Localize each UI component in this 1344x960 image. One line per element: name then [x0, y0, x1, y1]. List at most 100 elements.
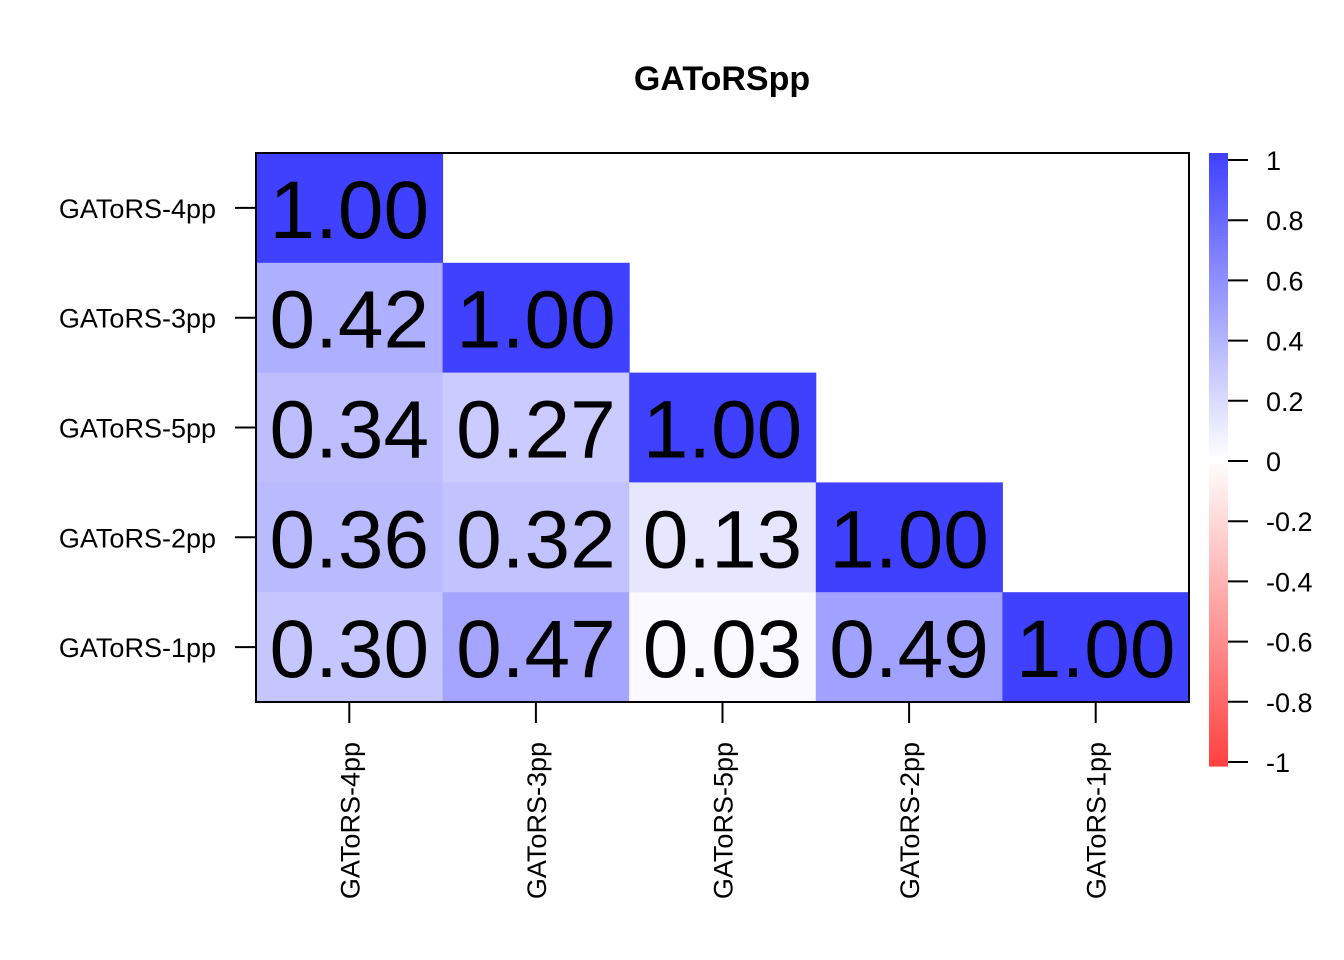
colorbar-segment [1209, 594, 1228, 599]
colorbar-segment [1209, 710, 1228, 715]
colorbar-segment [1209, 297, 1228, 301]
colorbar-segment [1209, 422, 1228, 427]
y-axis: GAToRS-4pp GAToRS-3pp GAToRS-5pp GAToRS-2pp… [59, 194, 256, 663]
colorbar-segment [1209, 156, 1228, 160]
colorbar-tick-label: 0.8 [1266, 206, 1304, 236]
y-tick-label: GAToRS-5pp [59, 414, 216, 444]
colorbar-segment [1209, 606, 1228, 611]
colorbar-segment [1209, 585, 1228, 589]
colorbar-segment [1209, 195, 1228, 200]
colorbar-segment [1209, 716, 1228, 721]
colorbar-segment [1209, 281, 1228, 286]
colorbar-segment [1209, 756, 1228, 761]
colorbar-segment [1209, 551, 1228, 556]
heatmap-cell [815, 592, 1003, 703]
colorbar-segment [1209, 747, 1228, 752]
colorbar-segment [1209, 367, 1228, 372]
colorbar-segment [1209, 346, 1228, 350]
colorbar-segment [1209, 744, 1228, 749]
colorbar-segment [1209, 462, 1228, 467]
cell-value-label: 0.32 [456, 494, 616, 585]
cell-value-label: 1.00 [643, 385, 803, 476]
chart-title: GAToRSpp [634, 60, 810, 98]
colorbar-segment [1209, 750, 1228, 755]
heatmap-cell [256, 372, 444, 483]
colorbar-segment [1209, 248, 1228, 252]
colorbar-segment [1209, 496, 1228, 500]
colorbar-tick-label: -0.4 [1266, 567, 1313, 597]
colorbar-segment [1209, 490, 1228, 494]
colorbar-segment [1209, 686, 1228, 690]
colorbar-segment [1209, 349, 1228, 353]
colorbar-tick-label: -0.2 [1266, 507, 1313, 537]
colorbar-segment [1209, 692, 1228, 697]
colorbar-tick-label: 0.6 [1266, 266, 1304, 296]
colorbar-segment [1209, 180, 1228, 185]
colorbar-tick-label: 0.2 [1266, 387, 1304, 417]
colorbar-segment [1209, 474, 1228, 479]
colorbar-segment [1209, 352, 1228, 356]
colorbar-segment [1209, 306, 1228, 310]
colorbar-segment [1209, 441, 1228, 445]
y-tick-label: GAToRS-1pp [59, 633, 216, 663]
colorbar-segment [1209, 517, 1228, 522]
heatmap-cell [629, 592, 817, 703]
heatmap-cell [629, 372, 817, 483]
colorbar-segment [1209, 732, 1228, 736]
colorbar-segment [1209, 309, 1228, 313]
heatmap-cell [442, 262, 630, 374]
colorbar-segment [1209, 487, 1228, 491]
cell-value-label: 1.00 [829, 494, 989, 585]
colorbar-segment [1209, 324, 1228, 329]
colorbar-segment [1209, 266, 1228, 271]
colorbar-segment [1209, 413, 1228, 418]
colorbar-segment [1209, 621, 1228, 626]
colorbar-segment [1209, 205, 1228, 209]
colorbar-segment [1209, 533, 1228, 537]
colorbar-segment [1209, 563, 1228, 568]
colorbar-segment [1209, 330, 1228, 335]
colorbar-segment [1209, 612, 1228, 617]
colorbar-segment [1209, 165, 1228, 169]
colorbar-segment [1209, 588, 1228, 592]
colorbar-segment [1209, 579, 1228, 583]
colorbar-segment [1209, 572, 1228, 577]
colorbar-segment [1209, 220, 1228, 225]
colorbar-segment [1209, 545, 1228, 549]
colorbar-segment [1209, 343, 1228, 347]
colorbar-segment [1209, 499, 1228, 504]
color-legend: 1 0.8 0.6 0.4 0.2 0 -0.2 -0.4 -0.6 -0.8 -1 [1209, 146, 1313, 778]
colorbar-segment [1209, 713, 1228, 718]
colorbar-segment [1209, 419, 1228, 424]
colorbar-segment [1209, 217, 1228, 222]
colorbar-segment [1209, 643, 1228, 648]
colorbar-segment [1209, 637, 1228, 641]
colorbar-segment [1209, 392, 1228, 396]
colorbar-segment [1209, 523, 1228, 528]
colorbar-segment [1209, 198, 1228, 203]
colorbar-segment [1209, 379, 1228, 384]
colorbar-segment [1209, 361, 1228, 366]
colorbar-segment [1209, 168, 1228, 172]
heatmap-cell [256, 153, 444, 264]
heatmap-cell [256, 262, 444, 374]
colorbar-segment [1209, 471, 1228, 476]
colorbar-segment [1209, 183, 1228, 188]
colorbar-segment [1209, 438, 1228, 442]
colorbar-segment [1209, 425, 1228, 430]
colorbar-segment [1209, 376, 1228, 381]
colorbar-segment [1209, 631, 1228, 635]
colorbar-segment [1209, 729, 1228, 733]
colorbar-segment [1209, 502, 1228, 507]
colorbar-segment [1209, 395, 1228, 399]
colorbar-segment [1209, 404, 1228, 408]
colorbar-segment [1209, 548, 1228, 553]
colorbar-segment [1209, 382, 1228, 387]
colorbar-segment [1209, 762, 1228, 767]
colorbar-segment [1209, 514, 1228, 519]
colorbar-segment [1209, 364, 1228, 369]
colorbar-segment [1209, 208, 1228, 212]
colorbar-segment [1209, 226, 1228, 231]
colorbar-segment [1209, 153, 1228, 157]
